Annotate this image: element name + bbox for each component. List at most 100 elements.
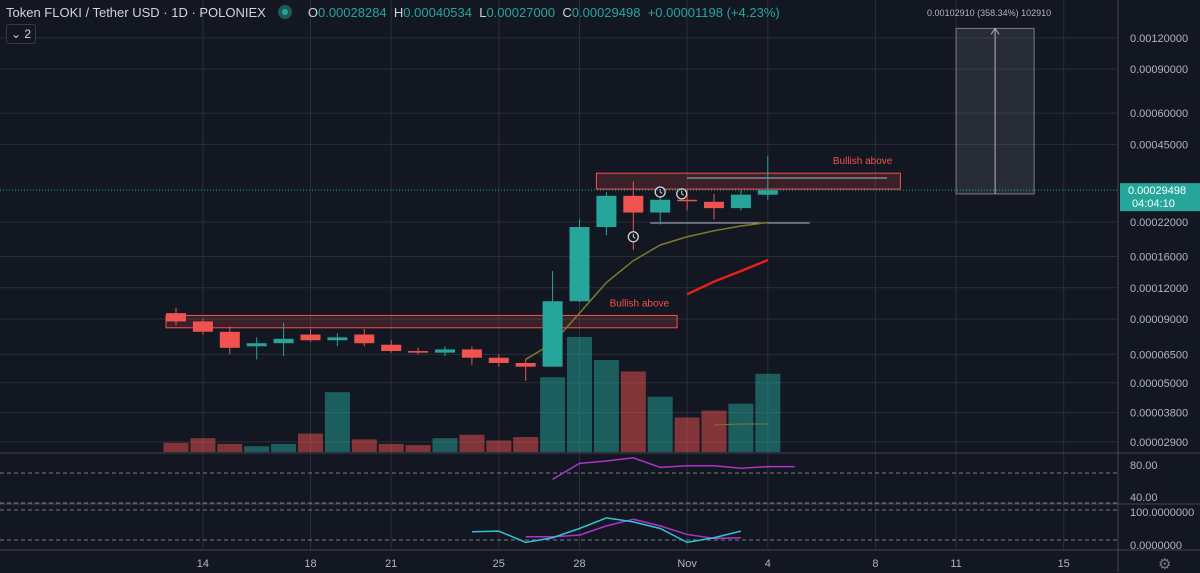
rsi-line [552,457,795,481]
y-tick-label: 0.00016000 [1130,252,1188,264]
stoch-d-line [525,518,741,540]
candle-body [757,190,778,195]
live-status-icon [277,5,292,19]
candle-body [408,351,429,353]
candle-body [327,337,348,341]
volume-bar [755,373,781,452]
volume-bar [567,337,592,452]
stoch-tick-label: 0.0000000 [1130,540,1182,552]
countdown-label: 04:04:10 [1132,198,1175,210]
candle-body [704,201,724,209]
volume-bar [513,437,539,452]
y-tick-label: 0.00005000 [1130,378,1188,390]
change-value: +0.00001198 (+4.23%) [647,4,780,20]
alarm-clock-hands [681,190,685,196]
alarm-clock-icon [654,186,666,198]
y-tick-label: 0.00006500 [1130,349,1188,361]
open-value: 0.00028284 [317,4,387,20]
volume-bar [728,403,754,452]
ohlc-readout: O0.00028284 H0.00040534 L0.00027000 C0.0… [307,4,780,20]
x-tick-label: 8 [872,558,878,570]
x-tick-label: 18 [304,558,316,570]
alarm-clock-icon [676,188,688,200]
candle-body [166,313,186,322]
x-tick-label: 14 [197,558,209,570]
measure-arrowhead [990,27,1000,35]
volume-bar [163,442,189,452]
volume-bar [593,360,619,452]
candle-body [273,338,294,344]
x-tick-label: 28 [573,558,585,570]
x-tick-label: 25 [493,558,505,570]
rsi-tick-label: 80.00 [1130,460,1158,472]
volume-bar [190,438,216,452]
volume-bar [244,446,270,452]
alarm-clock-hands [632,233,636,239]
zone-label: Bullish above [610,298,670,309]
rsi-tick-label: 40.00 [1130,492,1158,504]
y-tick-label: 0.00022000 [1130,217,1188,229]
bullish-zone [595,172,901,190]
candle-body [354,334,375,344]
volume-bar [217,443,243,452]
volume-bar [701,410,727,452]
candle-body [461,349,482,358]
volume-bar [405,445,431,452]
candle-body [677,199,698,202]
y-tick-label: 0.00090000 [1130,64,1188,76]
low-value: 0.00027000 [486,4,556,20]
y-tick-label: 0.00120000 [1130,33,1188,45]
volume-bar [324,392,350,452]
candle-body [435,349,455,353]
y-tick-label: 0.00180000 [1130,0,1188,1]
volume-bar [351,439,377,452]
close-value: 0.00029498 [571,4,641,20]
current-price-label: 0.00029498 [1128,185,1186,197]
candle-body [730,194,751,209]
zone-label: Bullish above [833,156,893,167]
symbol-title[interactable]: Token FLOKI / Tether USD · 1D · POLONIEX [6,4,266,20]
collapse-indicators-button[interactable]: ⌄ 2 [6,24,36,44]
candle-body [650,199,671,213]
volume-bar [271,443,297,452]
candle-body [246,343,267,347]
ma-fast-line [525,221,768,361]
candle-body [596,195,617,228]
volume-bar [298,433,323,452]
y-tick-label: 0.00002900 [1130,437,1188,449]
y-tick-label: 0.00009000 [1130,314,1188,326]
alarm-clock-icon [627,231,639,243]
x-tick-label: 11 [950,558,961,570]
y-tick-label: 0.00045000 [1130,139,1188,151]
candle-body [192,321,213,332]
volume-bar [620,371,646,452]
candle-body [623,195,644,213]
stoch-tick-label: 100.0000000 [1130,507,1194,519]
x-tick-label: Nov [677,558,697,570]
bullish-zone [165,314,678,329]
y-tick-label: 0.00003800 [1130,408,1188,420]
y-tick-label: 0.00060000 [1130,108,1188,120]
grid [0,0,1118,550]
volume-bar [540,377,566,452]
volume-bar [486,440,512,452]
measure-label: 0.00102910 (358.34%) 102910 [927,8,1051,18]
chart-header: Token FLOKI / Tether USD · 1D · POLONIEX… [6,2,780,22]
candle-body [381,344,402,352]
x-tick-label: 21 [385,558,397,570]
high-value: 0.00040534 [403,4,472,20]
volume-bar [459,434,485,452]
x-tick-label: 4 [765,558,771,570]
gear-icon[interactable]: ⚙ [1158,556,1172,573]
volume-bar [378,443,404,452]
ma-slow-line [686,258,769,296]
volume-bar [647,396,673,452]
stoch-k-line [471,517,742,544]
y-tick-label: 0.00012000 [1130,283,1188,295]
volume-bar [432,438,458,452]
candle-body [219,331,240,348]
volume-bar [674,417,700,452]
candle-body [542,301,563,367]
candle-body [488,357,509,364]
